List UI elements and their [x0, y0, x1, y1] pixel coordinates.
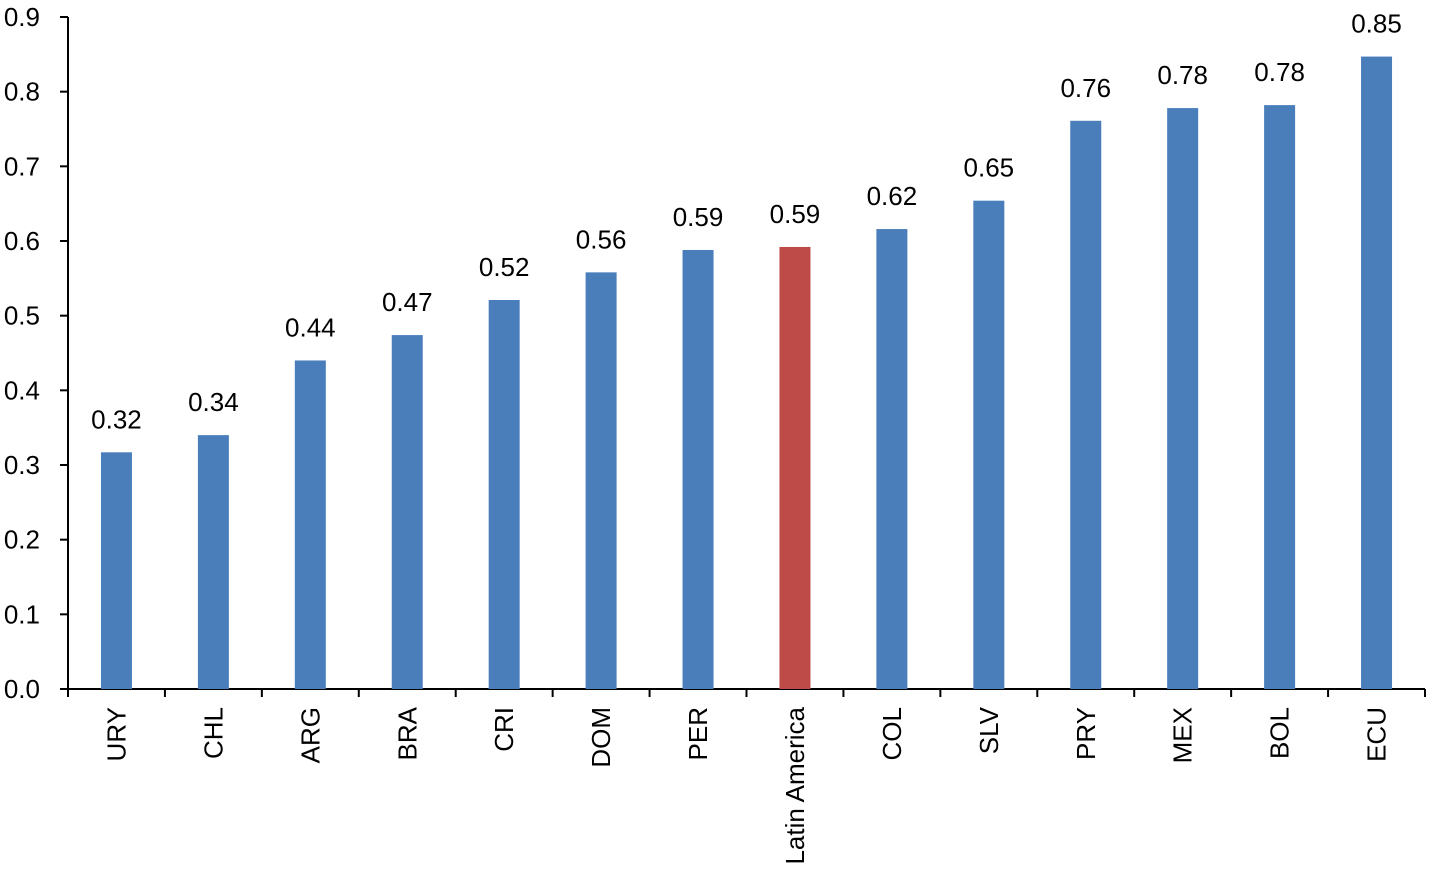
- y-axis: 0.0 0.1 0.2 0.3 0.4 0.5 0.6 0.7 0.8 0.9: [4, 2, 69, 704]
- data-label: 0.44: [285, 312, 336, 342]
- data-label: 0.65: [964, 153, 1015, 183]
- bars: [100, 56, 1393, 690]
- y-tick-label: 0.3: [4, 450, 40, 480]
- bar: [973, 200, 1005, 689]
- y-tick-label: 0.1: [4, 599, 40, 629]
- y-tick-label: 0.4: [4, 375, 40, 405]
- data-labels: 0.32 0.34 0.44 0.47 0.52 0.56 0.59 0.59 0.62 0.65…: [91, 9, 1402, 435]
- bar: [100, 452, 132, 689]
- data-label: 0.59: [673, 202, 724, 232]
- category-label: MEX: [1168, 707, 1198, 763]
- data-label: 0.76: [1060, 73, 1111, 103]
- category-label: Latin America: [780, 706, 810, 864]
- y-tick-label: 0.7: [4, 151, 40, 181]
- category-label: PER: [683, 707, 713, 760]
- y-tick-label: 0.6: [4, 226, 40, 256]
- data-label: 0.85: [1351, 9, 1402, 39]
- bar: [585, 272, 617, 689]
- data-label: 0.62: [867, 181, 918, 211]
- bar: [197, 435, 229, 689]
- bar: [391, 335, 423, 689]
- y-tick-label: 0.0: [4, 674, 40, 704]
- y-tick-label: 0.5: [4, 301, 40, 331]
- data-label: 0.78: [1157, 60, 1208, 90]
- data-label: 0.47: [382, 287, 433, 317]
- bar: [488, 299, 520, 689]
- x-axis: [67, 688, 1426, 697]
- y-tick-label: 0.2: [4, 525, 40, 555]
- bar: [1167, 108, 1199, 690]
- data-label: 0.32: [91, 404, 142, 434]
- bar: [779, 246, 811, 689]
- category-label: ARG: [295, 707, 325, 763]
- bar: [876, 229, 908, 689]
- bar: [682, 249, 714, 689]
- data-label: 0.59: [770, 199, 821, 229]
- category-label: PRY: [1071, 707, 1101, 760]
- bar: [1070, 120, 1102, 689]
- category-label: URY: [101, 707, 131, 761]
- category-label: CHL: [198, 707, 228, 759]
- category-label: BOL: [1265, 707, 1295, 759]
- bar: [294, 360, 326, 689]
- y-tick-label: 0.8: [4, 77, 40, 107]
- y-tick-label: 0.9: [4, 2, 40, 32]
- category-labels: URY CHL ARG BRA CRI DOM PER Latin America COL SLV…: [101, 706, 1391, 864]
- category-label: SLV: [974, 706, 1004, 754]
- bar: [1361, 56, 1393, 689]
- data-label: 0.52: [479, 252, 530, 282]
- data-label: 0.34: [188, 387, 239, 417]
- category-label: CRI: [489, 707, 519, 752]
- data-label: 0.56: [576, 224, 627, 254]
- category-label: ECU: [1362, 707, 1392, 762]
- bar: [1264, 105, 1296, 689]
- category-label: COL: [877, 707, 907, 760]
- category-label: DOM: [586, 707, 616, 768]
- category-label: BRA: [392, 706, 422, 760]
- data-label: 0.78: [1254, 57, 1305, 87]
